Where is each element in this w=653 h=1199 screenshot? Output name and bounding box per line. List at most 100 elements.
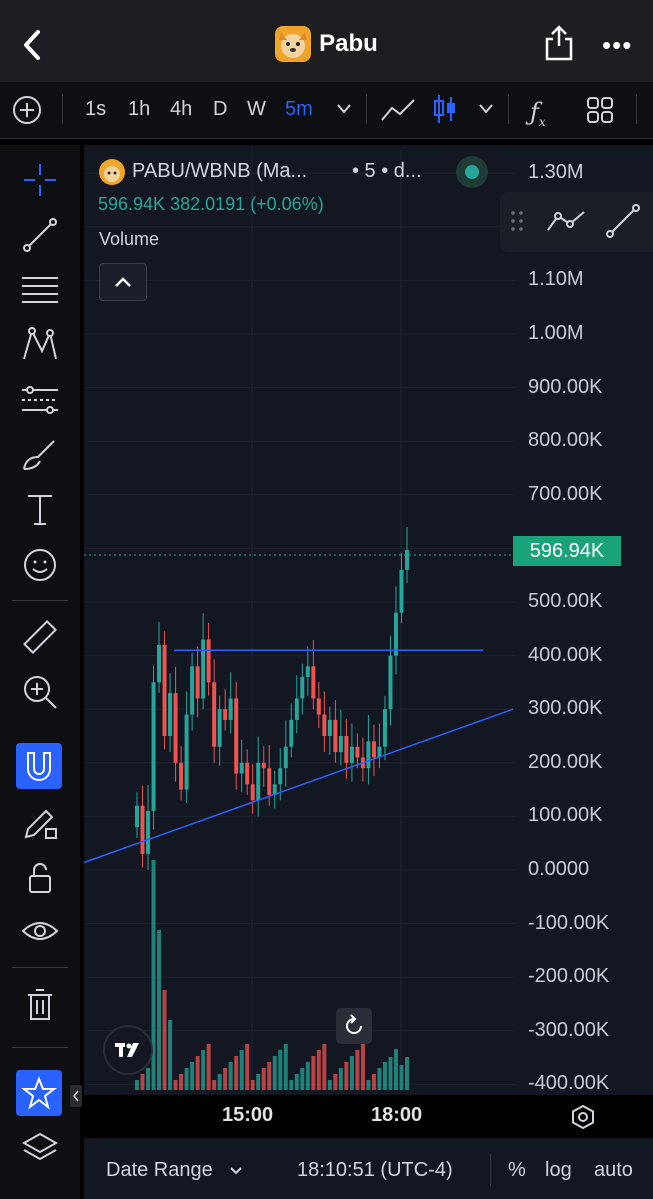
trend-line-icon[interactable] [604, 202, 642, 240]
layouts-grid-icon[interactable] [586, 96, 614, 124]
volume-bar [140, 1074, 145, 1090]
candle-body [184, 714, 189, 790]
volume-bar [173, 1080, 178, 1090]
volume-bar [272, 1056, 277, 1090]
candle-body [146, 811, 151, 854]
volume-bar [135, 1080, 139, 1090]
price-axis-label: -300.00K [528, 1018, 610, 1041]
candle-body [173, 693, 178, 763]
candlestick-chart-icon[interactable] [432, 93, 458, 125]
collapse-legend-button[interactable] [99, 263, 147, 301]
interval-d[interactable]: D [213, 98, 228, 120]
chart-pane[interactable] [84, 145, 653, 1095]
volume-bar [245, 1044, 250, 1090]
collapse-toolbar-icon[interactable] [70, 1085, 82, 1107]
refresh-icon [346, 1014, 362, 1034]
grid-lines [84, 150, 515, 1092]
pattern-icon[interactable] [20, 325, 60, 365]
projection-icon[interactable] [20, 380, 60, 420]
date-range-button[interactable]: Date Range [106, 1159, 213, 1181]
crosshair-icon[interactable] [20, 160, 60, 200]
volume-bar [294, 1074, 299, 1090]
line-chart-icon[interactable] [380, 96, 416, 124]
volume-bar [250, 1080, 255, 1090]
price-axis-label: 100.00K [528, 804, 603, 827]
percent-scale-toggle[interactable]: % [508, 1159, 526, 1181]
layers-icon[interactable] [20, 1128, 60, 1168]
candle-body [311, 666, 316, 699]
volume-bar [289, 1080, 294, 1090]
drawn-lines [83, 554, 514, 864]
fib-retracement-icon[interactable] [20, 270, 60, 310]
price-axis-label: -400.00K [528, 1072, 610, 1095]
volume-label: Volume [99, 229, 160, 249]
volume-bar [327, 1080, 332, 1090]
interval-5m-active[interactable]: 5m [285, 98, 313, 120]
chevron-down-icon[interactable] [229, 1166, 243, 1176]
emoji-icon[interactable] [20, 545, 60, 585]
unlock-icon[interactable] [20, 858, 60, 898]
volume-bar [157, 930, 162, 1090]
timezone-clock[interactable]: 18:10:51 (UTC-4) [297, 1159, 453, 1181]
ruler-icon[interactable] [20, 617, 60, 657]
candle-body [283, 746, 288, 769]
path-tool-icon[interactable] [544, 206, 588, 236]
volume-bar [179, 1074, 184, 1090]
lock-drawings-pencil-icon[interactable] [20, 803, 60, 843]
back-icon[interactable] [18, 28, 48, 62]
candle-body [305, 666, 310, 678]
trend-line-icon[interactable] [20, 215, 60, 255]
symbol-name[interactable]: PABU/WBNB (Ma... [132, 160, 308, 182]
volume-bar [377, 1068, 382, 1090]
zoom-in-icon[interactable] [20, 672, 60, 712]
volume-bar [338, 1068, 343, 1090]
volume-bar [283, 1044, 288, 1090]
reset-chart-button[interactable] [336, 1008, 372, 1044]
chart-settings-icon[interactable] [570, 1104, 596, 1130]
interval-4h[interactable]: 4h [170, 98, 193, 120]
price-axis-label: 500.00K [528, 590, 603, 612]
candle-body [294, 698, 299, 720]
favorites-button[interactable] [16, 1070, 62, 1116]
interval-1s[interactable]: 1s [85, 98, 107, 120]
trash-icon[interactable] [20, 985, 60, 1025]
price-axis-label: 1.00M [528, 322, 584, 344]
candle-body [333, 719, 338, 753]
market-status-indicator [456, 156, 488, 188]
volume-bar [305, 1062, 310, 1090]
symbol-interval: • 5 • d... [352, 160, 422, 182]
candle-body [239, 762, 244, 774]
volume-bar [201, 1050, 206, 1090]
candle-body [344, 736, 349, 763]
indicators-fx-icon[interactable]: ƒx [530, 98, 546, 129]
chevron-down-icon[interactable] [478, 102, 494, 116]
candle-body [327, 719, 332, 736]
price-axis-label: 700.00K [528, 482, 603, 505]
volume-bar [228, 1062, 233, 1090]
candle-body [228, 698, 233, 720]
tradingview-logo[interactable] [103, 1025, 153, 1075]
drag-handle-icon[interactable] [510, 210, 524, 232]
add-plus-icon[interactable] [12, 95, 42, 125]
candle-body [371, 741, 376, 758]
candle-body [179, 762, 184, 790]
volume-bar [382, 1062, 387, 1090]
auto-scale-toggle[interactable]: auto [594, 1159, 633, 1181]
eye-icon[interactable] [20, 913, 60, 953]
volume-bar [322, 1044, 327, 1090]
star-icon [21, 1076, 57, 1110]
text-tool-icon[interactable] [20, 490, 60, 530]
more-options-icon[interactable]: ••• [602, 30, 633, 60]
candle-body [151, 682, 156, 812]
interval-w[interactable]: W [247, 98, 266, 120]
share-icon[interactable] [544, 24, 574, 62]
chevron-down-icon[interactable] [336, 102, 352, 116]
brush-icon[interactable] [20, 435, 60, 475]
volume-bar [349, 1056, 354, 1090]
symbol-logo [99, 159, 125, 185]
volume-bar [234, 1056, 239, 1090]
log-scale-toggle[interactable]: log [545, 1159, 572, 1181]
interval-1h[interactable]: 1h [128, 98, 151, 120]
magnet-button[interactable] [16, 743, 62, 789]
